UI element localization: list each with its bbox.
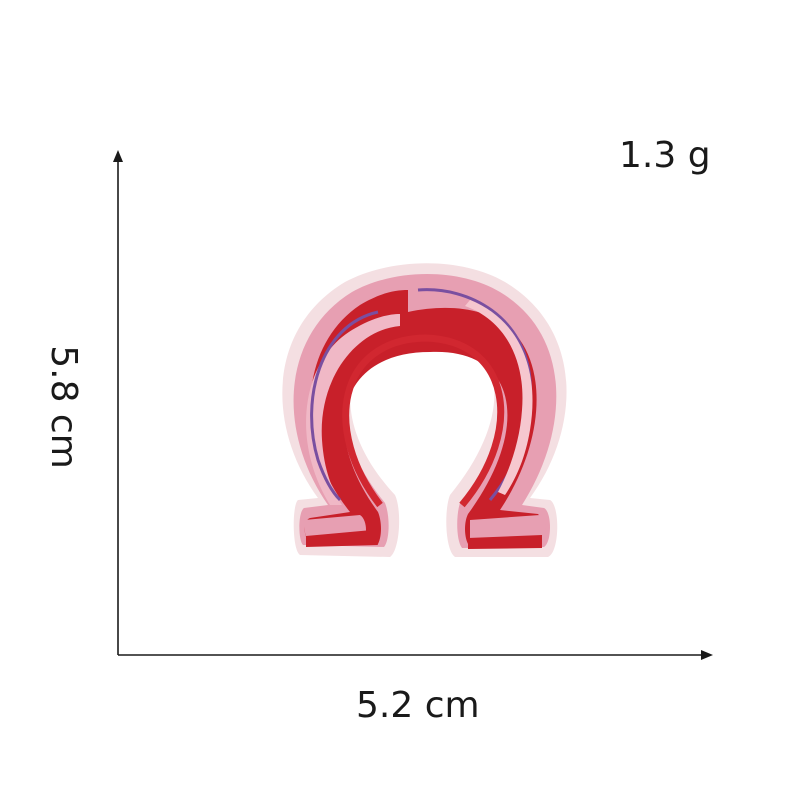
vertical-axis-arrowhead xyxy=(113,150,123,162)
patch-inner-red-edge xyxy=(342,334,505,508)
horizontal-axis-arrowhead xyxy=(701,650,713,660)
patch-highlight-stripe xyxy=(465,300,533,495)
weight-label: 1.3 g xyxy=(619,135,711,176)
patch-inner-pink-arc xyxy=(306,314,400,505)
width-dimension-label: 5.2 cm xyxy=(356,685,480,726)
horseshoe-patch-image xyxy=(282,263,567,557)
patch-right-foot-red xyxy=(468,535,542,549)
patch-purple-stitch-left xyxy=(310,310,379,502)
height-dimension-label: 5.8 cm xyxy=(43,345,84,469)
patch-left-foot-red xyxy=(306,530,378,547)
patch-red-band xyxy=(304,290,543,544)
dimension-axes xyxy=(113,150,713,660)
